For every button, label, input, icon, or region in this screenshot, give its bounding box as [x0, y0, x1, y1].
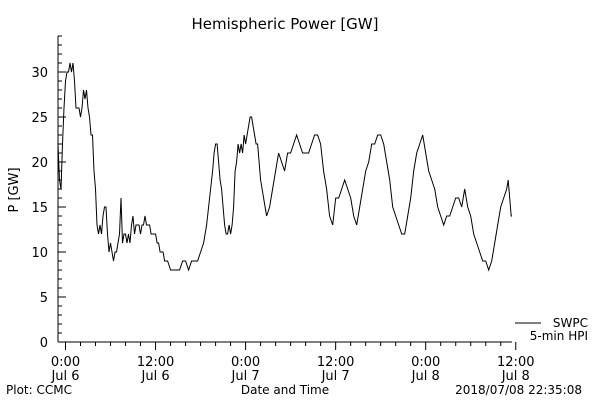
y-tick-label: 20 [31, 156, 48, 171]
series-line-swpc [57, 62, 512, 272]
x-tick-time-label: 0:00 [51, 355, 80, 370]
y-tick-label: 15 [31, 201, 48, 216]
x-axis-label: Date and Time [241, 383, 329, 397]
x-tick-date-label: Jul 6 [50, 369, 79, 384]
x-tick-time-label: 12:00 [497, 355, 534, 370]
plot-timestamp: 2018/07/08 22:35:08 [455, 383, 582, 397]
plot-source-label: Plot: CCMC [6, 383, 72, 397]
y-tick-label: 5 [40, 291, 48, 306]
x-tick-date-label: Jul 8 [501, 369, 530, 384]
x-tick-date-label: Jul 8 [411, 369, 440, 384]
y-axis-label: P [GW] [7, 167, 22, 212]
y-tick-label: 30 [31, 66, 48, 81]
legend-entry-label: SWPC [553, 316, 588, 330]
y-tick-label: 0 [40, 336, 48, 351]
x-tick-time-label: 0:00 [411, 355, 440, 370]
y-tick-label: 10 [31, 246, 48, 261]
x-tick-time-label: 0:00 [231, 355, 260, 370]
series-layer [57, 62, 512, 272]
y-tick-label: 25 [31, 111, 48, 126]
x-tick-date-label: Jul 7 [321, 369, 350, 384]
legend-entry-subtitle: 5-min HPI [530, 329, 588, 343]
x-tick-date-label: Jul 6 [141, 369, 170, 384]
x-tick-time-label: 12:00 [317, 355, 354, 370]
chart-title: Hemispheric Power [GW] [192, 15, 379, 33]
x-tick-time-label: 12:00 [137, 355, 174, 370]
x-tick-date-label: Jul 7 [231, 369, 260, 384]
